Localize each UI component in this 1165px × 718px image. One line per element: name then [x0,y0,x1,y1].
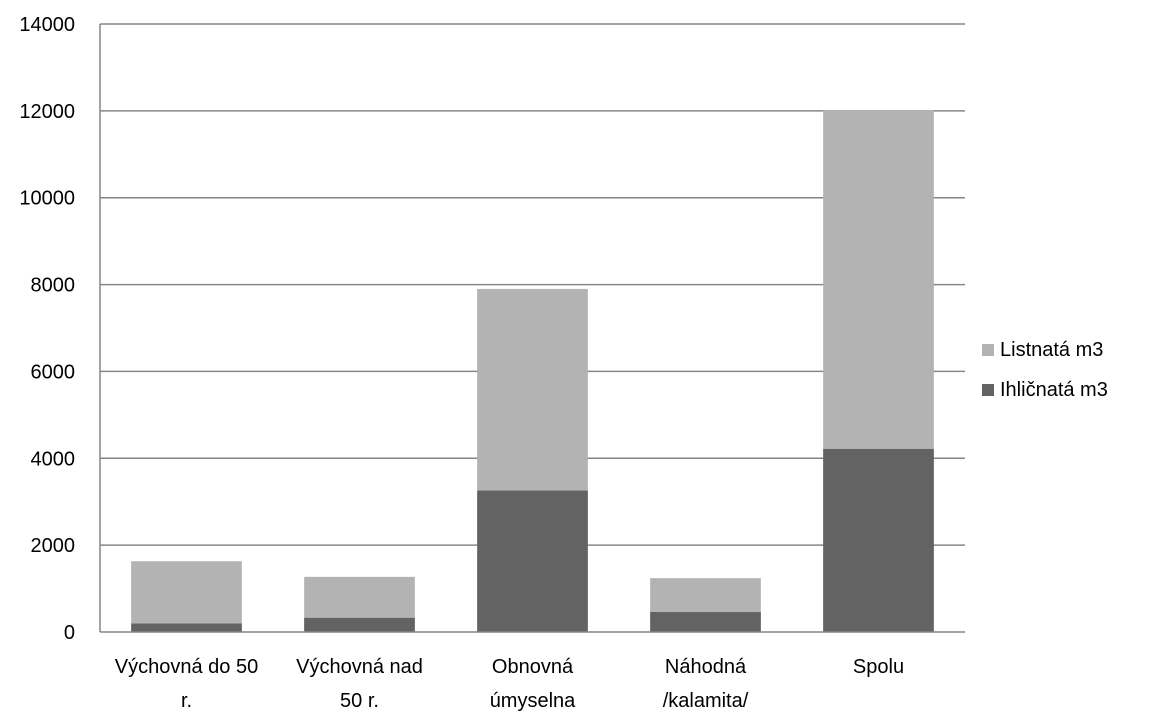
legend-swatch [982,384,994,396]
x-category-label: Náhodná/kalamita/ [663,656,749,712]
y-tick-label: 8000 [31,275,76,297]
bar-segment-listnata [131,561,242,624]
x-category-label-line: Náhodná [665,656,747,678]
bars [131,109,934,632]
x-category-label-line: Výchovná nad [296,656,423,678]
x-category-label-line: /kalamita/ [663,690,749,712]
x-category-label-line: úmyselna [490,690,576,712]
y-tick-label: 6000 [31,361,76,383]
y-tick-label: 14000 [19,14,75,36]
y-tick-label: 10000 [19,188,75,210]
bar-segment-ihlicnata [823,448,934,632]
bar-segment-listnata [477,288,588,491]
x-category-label-line: Výchovná do 50 [115,656,258,678]
x-category-label-line: Spolu [853,656,904,678]
x-category-label: Spolu [853,656,904,678]
bar-segment-listnata [823,109,934,449]
legend: Listnatá m3 Ihličnatá m3 [982,339,1108,401]
y-tick-label: 4000 [31,448,76,470]
x-axis-category-labels: Výchovná do 50 r. Výchovná nad 50 r. Obnovná… [115,656,904,712]
bar-segment-ihlicnata [131,623,242,632]
legend-label: Ihličnatá m3 [1000,379,1108,401]
x-category-label-line: r. [181,690,192,712]
legend-swatch [982,344,994,356]
bar-segment-ihlicnata [477,490,588,632]
x-category-label: Výchovná do 50 r. [115,656,258,712]
y-tick-label: 2000 [31,535,76,557]
y-tick-label: 0 [64,622,75,644]
x-category-label-line: Obnovná [492,656,574,678]
x-category-label: Obnovná úmyselna [490,656,576,712]
y-axis-ticks: 0 2000 4000 6000 8000 10000 12000 14000 [19,14,75,644]
x-category-label: Výchovná nad 50 r. [296,656,423,712]
bar-segment-listnata [650,578,761,613]
x-category-label-line: 50 r. [340,690,379,712]
y-tick-label: 12000 [19,101,75,123]
axes [99,24,965,633]
legend-label: Listnatá m3 [1000,339,1103,361]
bar-segment-ihlicnata [650,612,761,632]
bar-segment-listnata [304,576,415,618]
bar-segment-ihlicnata [304,617,415,632]
